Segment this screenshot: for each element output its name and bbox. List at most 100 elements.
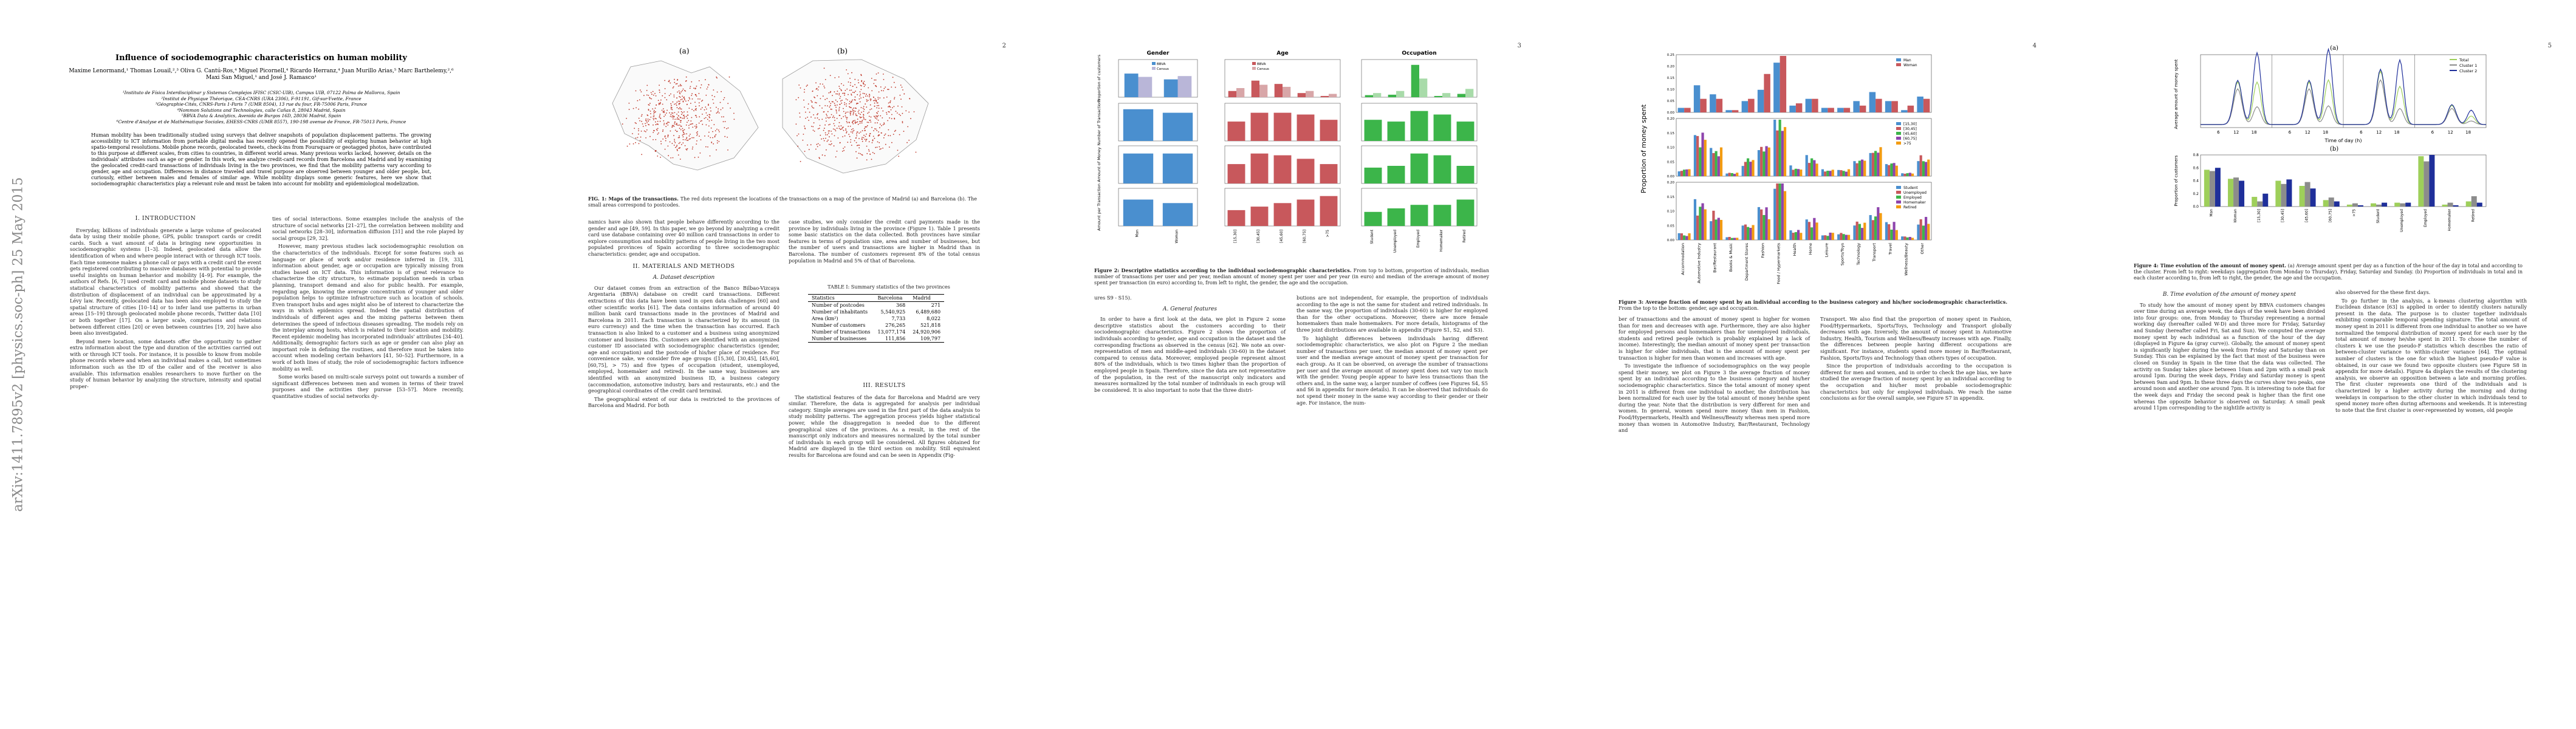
transaction-dot (865, 103, 866, 105)
transaction-dot (854, 84, 855, 86)
transaction-dot (676, 118, 678, 120)
transaction-dot (837, 104, 838, 106)
bar (1762, 151, 1766, 176)
x-tick-label: [15,30] (2257, 209, 2261, 222)
transaction-dot (668, 81, 670, 82)
bar-bbva (1320, 95, 1329, 97)
transaction-dot (862, 140, 863, 142)
transaction-dot (699, 135, 700, 137)
table-row: Number of postcodes 368 271 (808, 302, 944, 309)
x-tick-label: Fashion (1760, 243, 1765, 258)
bar (1922, 225, 1925, 240)
transaction-dot (678, 148, 680, 149)
transaction-dot (635, 142, 636, 143)
transaction-dot (705, 94, 707, 96)
bar-bbva (1124, 74, 1139, 97)
transaction-dot (653, 124, 654, 126)
transaction-dot (817, 95, 818, 97)
transaction-dot (707, 146, 708, 148)
transaction-dot (837, 137, 839, 139)
column-right: also observed for the these first days. … (2335, 289, 2527, 415)
bar (1917, 224, 1920, 240)
transaction-dot (819, 105, 821, 106)
transaction-dot (826, 149, 827, 151)
bar (1297, 199, 1315, 226)
transaction-dot (665, 112, 667, 114)
page-5: 5 (a) (b) Average amount of money spent 6 12… (2061, 0, 2576, 729)
transaction-dot (688, 108, 690, 109)
x-tick-label: [15,30] (1233, 230, 1238, 243)
transaction-dot (841, 102, 842, 104)
transaction-dot (873, 100, 874, 101)
transaction-dot (863, 86, 865, 87)
transaction-dot (850, 102, 852, 103)
bar (1680, 171, 1684, 176)
transaction-dots-madrid (622, 76, 735, 160)
transaction-dot (672, 112, 674, 114)
bar (1741, 225, 1744, 240)
transaction-dot (656, 118, 657, 120)
transaction-dot (695, 94, 697, 95)
bar (1840, 170, 1843, 176)
transaction-dot (850, 139, 852, 140)
transaction-dot (860, 84, 862, 86)
transaction-dot (641, 154, 643, 156)
transaction-dot (675, 146, 676, 148)
transaction-dot (829, 106, 831, 108)
transaction-dot (838, 93, 840, 94)
transaction-dot (863, 114, 865, 116)
bar (2257, 201, 2263, 207)
transaction-dot (831, 114, 832, 115)
transaction-dot (664, 88, 666, 89)
bar (1714, 219, 1718, 240)
caption-text: The red dots represent the locations of … (588, 196, 978, 208)
transaction-dot (858, 145, 860, 146)
bar (1162, 203, 1193, 226)
transaction-dot (890, 109, 892, 111)
transaction-dot (875, 117, 876, 119)
transaction-dot (680, 84, 681, 85)
transaction-dot (889, 101, 891, 103)
legend-label: [60,75] (1903, 137, 1917, 141)
transaction-dot (803, 134, 804, 135)
bar (1712, 153, 1715, 176)
transaction-dot (659, 116, 660, 118)
affiliation: ¹Instituto de Física Interdisciplinar y … (122, 90, 400, 95)
bar (1688, 233, 1691, 240)
transaction-dot (660, 101, 661, 103)
legend-swatch (1152, 67, 1156, 70)
transaction-dot (646, 122, 648, 123)
transaction-dot (795, 123, 797, 125)
transaction-dot (663, 112, 665, 114)
transaction-dot (835, 111, 837, 112)
bar (1767, 219, 1770, 240)
transaction-dot (707, 118, 708, 120)
transaction-dot (834, 125, 835, 126)
paragraph: ber of transactions and the amount of mo… (1619, 316, 1810, 361)
bar-census (1306, 91, 1314, 97)
transaction-dot (814, 96, 815, 98)
transaction-dot (882, 148, 883, 149)
transaction-dot (634, 128, 635, 129)
transaction-dot (805, 111, 806, 113)
transaction-dot (684, 145, 686, 146)
transaction-dot (832, 101, 834, 103)
transaction-dot (674, 140, 676, 142)
panel-label: (a) (679, 47, 690, 55)
transaction-dot (796, 135, 798, 137)
transaction-dot (829, 92, 831, 94)
transaction-dot (880, 148, 882, 149)
transaction-dot (882, 110, 884, 112)
transaction-dot (858, 112, 860, 114)
paragraph: Transport. We also find that the proport… (1820, 316, 2012, 361)
transaction-dot (861, 138, 863, 140)
transaction-dot (839, 142, 841, 143)
bar (1717, 217, 1720, 240)
bar (2476, 202, 2482, 207)
bar (1869, 152, 1872, 176)
transaction-dot (885, 86, 886, 88)
bar (2447, 202, 2453, 207)
transaction-dot (648, 95, 649, 96)
transaction-dot (701, 100, 702, 102)
bar (1765, 207, 1768, 240)
